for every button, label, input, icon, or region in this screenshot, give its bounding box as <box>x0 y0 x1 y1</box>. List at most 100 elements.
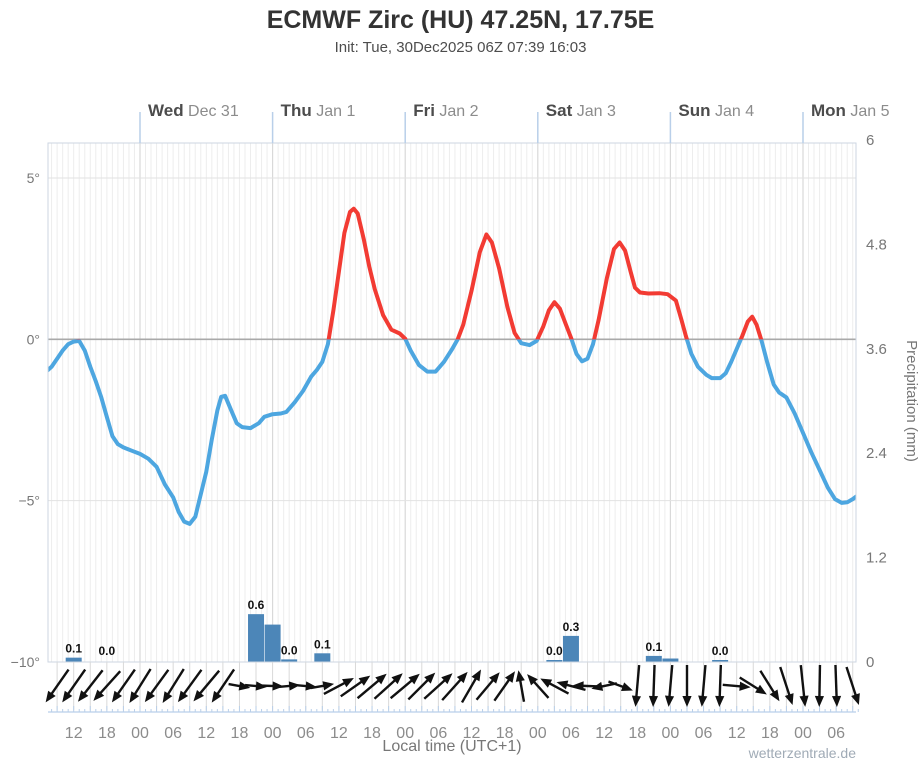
wind-arrow-head <box>129 691 140 703</box>
wind-arrow <box>62 668 87 703</box>
wind-arrow-shaft <box>97 670 122 696</box>
wind-arrow <box>682 665 692 707</box>
wind-arrow <box>698 664 708 707</box>
wind-arrow-head <box>621 682 633 692</box>
time-tick-label: 06 <box>827 725 845 742</box>
wind-arrow-head <box>375 673 387 685</box>
y-left-tick-label: −5° <box>18 493 40 509</box>
wind-arrow <box>423 673 453 700</box>
wind-arrow <box>540 678 570 695</box>
time-tick-label: 06 <box>297 725 315 742</box>
time-tick-label: 18 <box>363 725 381 742</box>
wind-arrow-head <box>556 680 569 690</box>
wind-arrow <box>93 670 122 701</box>
precip-bar <box>712 660 729 662</box>
wind-arrow <box>356 673 387 700</box>
y-right-tick-label: 1.2 <box>866 550 887 567</box>
wind-arrow <box>373 673 403 700</box>
wind-arrow <box>648 664 659 707</box>
wind-arrow-head <box>504 671 516 683</box>
wind-arrow-head <box>739 681 751 691</box>
wind-arrow-head <box>162 691 173 703</box>
wind-arrow <box>799 664 809 707</box>
time-tick-label: 18 <box>496 725 514 742</box>
y-right-tick-label: 3.6 <box>866 341 887 358</box>
day-label: Fri Jan 2 <box>413 101 478 120</box>
wind-arrow <box>278 681 301 691</box>
wind-arrow <box>193 669 221 702</box>
precip-value-label: 0.0 <box>546 644 563 658</box>
wind-arrow-shaft <box>373 677 398 700</box>
x-axis-title: Local time (UTC+1) <box>382 738 521 755</box>
y-right-tick-label: 2.4 <box>866 445 887 462</box>
time-tick-label: 06 <box>562 725 580 742</box>
wind-arrow-head <box>77 690 89 702</box>
y-right-tick-label: 6 <box>866 132 874 149</box>
time-tick-label: 12 <box>595 725 613 742</box>
day-label: Sun Jan 4 <box>678 101 754 120</box>
wind-arrow-shaft <box>389 678 415 700</box>
wind-arrow <box>340 675 371 698</box>
page-subtitle: Init: Tue, 30Dec2025 06Z 07:39 16:03 <box>334 39 587 56</box>
wind-arrow-shaft <box>407 677 431 701</box>
watermark: wetterzentrale.de <box>748 745 857 761</box>
wind-arrow <box>631 664 642 707</box>
time-tick-label: 18 <box>231 725 249 742</box>
wind-arrow <box>608 680 633 692</box>
wind-arrow-head <box>471 669 481 682</box>
wind-arrow-head <box>111 690 123 703</box>
wind-arrow-head <box>631 695 642 707</box>
wind-arrow-shaft <box>845 666 858 698</box>
wind-arrow-shaft <box>759 670 777 696</box>
wind-arrow <box>162 668 185 703</box>
wind-arrow-shaft <box>356 678 382 700</box>
wind-arrow <box>831 664 842 707</box>
wind-arrow-head <box>342 678 354 688</box>
day-label: Sat Jan 3 <box>546 101 616 120</box>
wind-arrow-head <box>648 695 659 707</box>
wind-arrow-shaft <box>323 680 348 696</box>
wind-arrow-head <box>177 690 189 703</box>
time-tick-label: 12 <box>463 725 481 742</box>
wind-arrow-shaft <box>65 668 87 697</box>
precip-bar <box>281 659 298 662</box>
wind-arrow <box>228 681 251 691</box>
day-label: Thu Jan 1 <box>281 101 356 120</box>
wind-arrow-head <box>851 693 860 706</box>
wind-arrow-head <box>45 690 56 703</box>
precip-bar <box>264 624 281 662</box>
wind-arrow-head <box>489 672 500 684</box>
y-left-tick-label: 0° <box>27 331 40 347</box>
wind-arrow-shaft <box>493 677 512 702</box>
precip-value-label: 0.0 <box>99 644 116 658</box>
wind-arrow <box>779 666 794 706</box>
wind-arrow-shaft <box>197 669 221 696</box>
wind-arrow <box>739 676 767 695</box>
precip-value-label: 0.0 <box>712 644 729 658</box>
wind-arrow-head <box>682 696 692 707</box>
wind-arrow-shaft <box>818 664 822 700</box>
wind-arrow-head <box>664 695 675 707</box>
time-tick-label: 00 <box>529 725 547 742</box>
wind-arrow <box>310 681 335 691</box>
time-tick-label: 06 <box>164 725 182 742</box>
wind-arrow <box>129 668 152 703</box>
precip-value-label: 0.3 <box>563 620 580 634</box>
day-label: Wed Dec 31 <box>148 101 239 120</box>
wind-arrow-head <box>62 690 73 703</box>
wind-arrow <box>441 671 468 701</box>
wind-arrow-shaft <box>148 669 170 697</box>
grid-lines <box>48 143 856 662</box>
wind-arrow-shaft <box>718 664 723 700</box>
wind-arrow <box>664 664 675 707</box>
wind-arrow-head <box>193 689 205 702</box>
wind-arrow <box>515 670 526 702</box>
wind-arrow-head <box>831 695 842 707</box>
wind-arrow-head <box>814 695 825 707</box>
wind-arrow-head <box>572 681 584 691</box>
wind-arrow-head <box>769 689 780 702</box>
wind-arrow <box>77 669 104 702</box>
wind-arrow-head <box>527 674 538 686</box>
time-tick-label: 12 <box>330 725 348 742</box>
wind-arrow <box>814 664 825 707</box>
